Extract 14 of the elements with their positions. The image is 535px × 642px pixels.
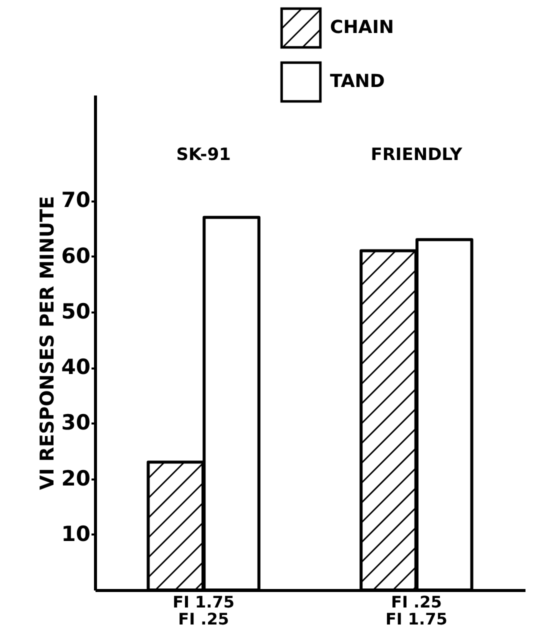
y-axis-title: VI RESPONSES PER MINUTE <box>36 196 58 490</box>
y-tick-label: 20 <box>61 466 90 490</box>
legend-label: CHAIN <box>330 17 394 38</box>
legend-label: TAND <box>330 71 385 92</box>
y-tick-label: 70 <box>61 188 90 212</box>
x-tick-label: FI 1.75 FI .25 <box>172 592 235 628</box>
y-tick-label: 40 <box>61 355 90 380</box>
annotation: FRIENDLY <box>370 145 463 165</box>
y-tick-label: 10 <box>61 522 90 546</box>
y-tick-label: 60 <box>61 244 90 268</box>
y-tick-label: 50 <box>61 299 90 324</box>
annotation: SK-91 <box>176 145 231 165</box>
x-tick-label: FI .25 FI 1.75 <box>385 592 448 628</box>
y-tick-label: 30 <box>61 410 90 435</box>
